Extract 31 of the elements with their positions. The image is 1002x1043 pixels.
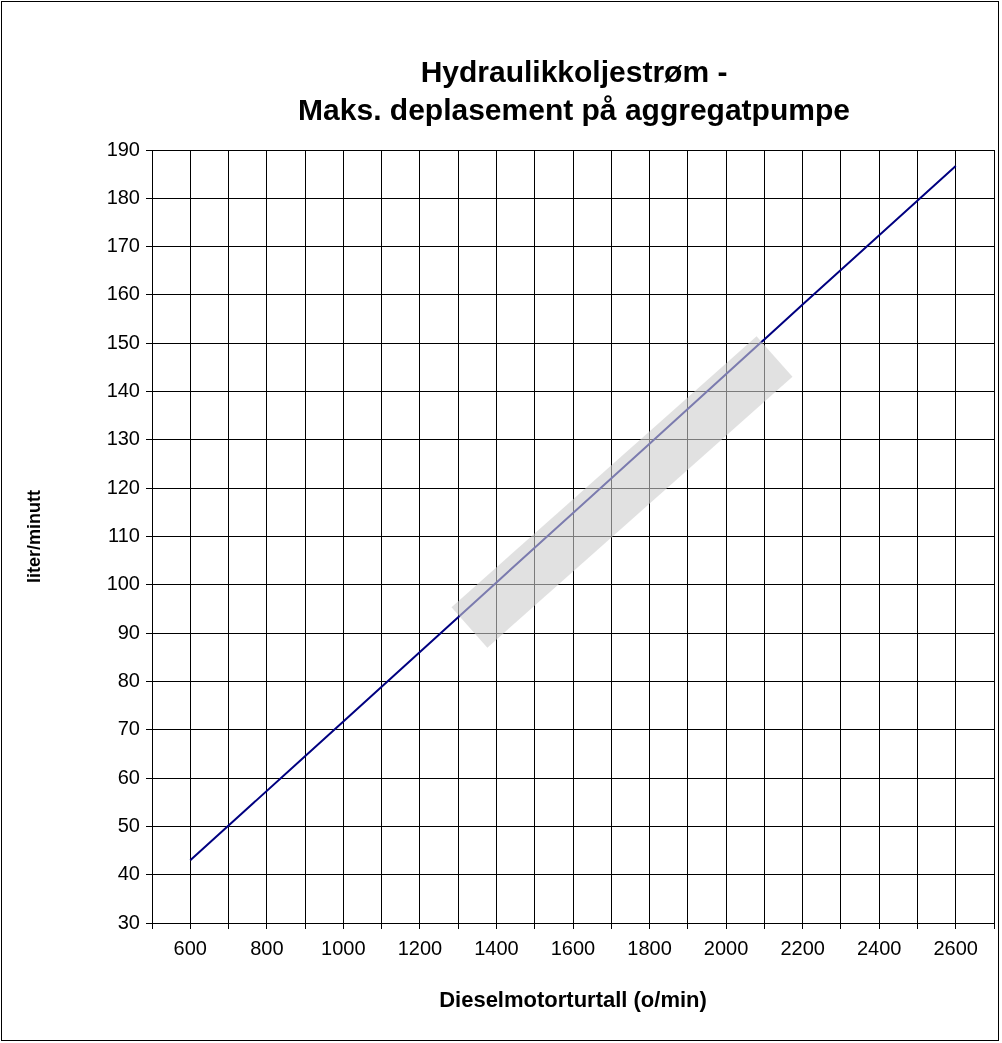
y-tick-label: 150 [106, 330, 140, 353]
y-tick-label: 70 [117, 717, 140, 740]
y-tick-label: 120 [106, 475, 140, 498]
y-tick-label: 160 [106, 282, 140, 305]
x-tick-label: 1600 [550, 936, 596, 959]
y-tick-label: 40 [117, 862, 140, 885]
y-tick-label: 100 [106, 572, 140, 595]
y-tick-label: 190 [106, 137, 140, 160]
x-tick-label: 600 [173, 936, 207, 959]
x-tick-label: 1800 [627, 936, 672, 959]
y-tick-label: 60 [117, 765, 140, 788]
x-tick-label: 2400 [856, 936, 902, 959]
y-tick-label: 180 [106, 185, 140, 208]
x-tick-label: 1000 [321, 936, 366, 959]
x-tick-label: 2000 [703, 936, 749, 959]
x-tick-label: 2200 [780, 936, 825, 959]
y-tick-label: 80 [117, 668, 140, 691]
y-tick-label: 50 [117, 813, 140, 836]
x-tick-label: 800 [250, 936, 284, 959]
y-tick-label: 90 [117, 620, 140, 643]
y-tick-label: 140 [106, 379, 140, 402]
y-tick-label: 30 [117, 910, 140, 933]
chart-title: Hydraulikkoljestrøm - Maks. deplasement på aggregatpumpe [298, 55, 850, 127]
y-tick-label: 170 [106, 234, 140, 257]
x-tick-label: 1400 [474, 936, 519, 959]
x-tick-label: 1200 [397, 936, 443, 959]
y-tick-label: 130 [106, 427, 140, 450]
y-tick-label: 110 [108, 524, 140, 547]
x-tick-label: 2600 [933, 936, 978, 959]
x-axis-title: Dieselmotorturtall (o/min) [439, 986, 707, 1012]
y-axis-title: liter/minutt [23, 490, 44, 583]
